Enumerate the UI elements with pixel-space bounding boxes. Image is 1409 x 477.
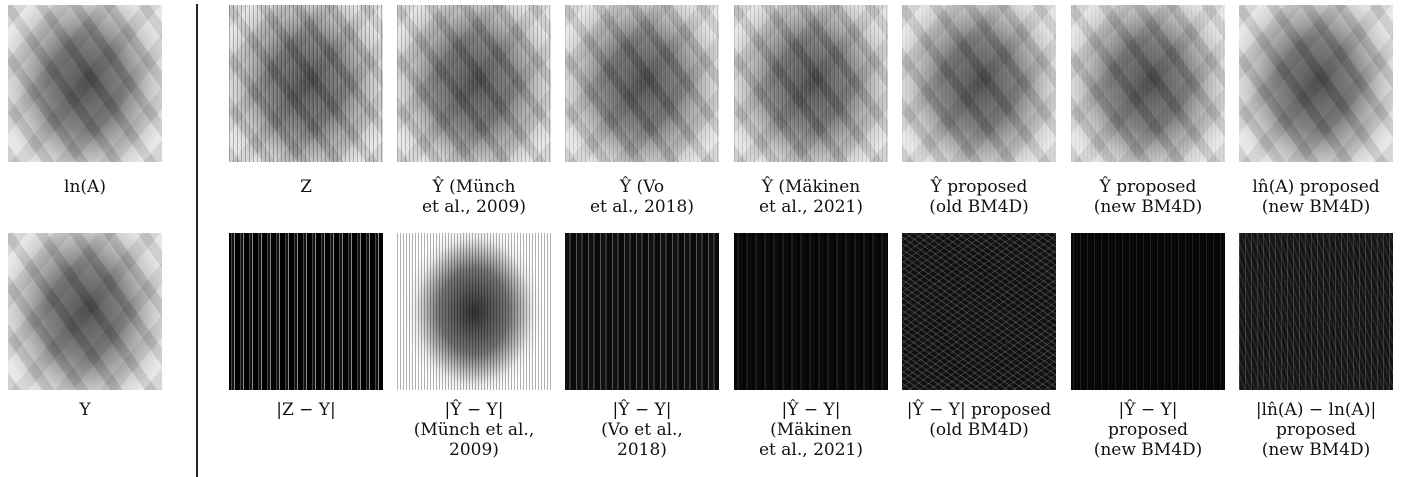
error-image bbox=[397, 233, 551, 390]
image bbox=[1071, 5, 1225, 162]
caption-line: proposed bbox=[1216, 420, 1409, 440]
image bbox=[8, 233, 162, 390]
image bbox=[1239, 5, 1393, 162]
error-image bbox=[1071, 233, 1225, 390]
caption: |ln̂(A) − ln(A)|proposed(new BM4D) bbox=[1216, 400, 1409, 460]
image bbox=[397, 5, 551, 162]
error-image bbox=[1239, 233, 1393, 390]
caption-line: (new BM4D) bbox=[1216, 440, 1409, 460]
caption-line: Y bbox=[0, 400, 185, 420]
divider bbox=[196, 4, 198, 477]
figure: ln(A)YZŶ (Münchet al., 2009)Ŷ (Voet al.,… bbox=[0, 0, 1409, 477]
error-image bbox=[902, 233, 1056, 390]
error-image bbox=[229, 233, 383, 390]
caption-line: et al., 2021) bbox=[711, 440, 911, 460]
image bbox=[8, 5, 162, 162]
image bbox=[565, 5, 719, 162]
caption-line: ln(A) bbox=[0, 177, 185, 197]
image bbox=[229, 5, 383, 162]
error-image bbox=[734, 233, 888, 390]
caption-line: (new BM4D) bbox=[1216, 197, 1409, 217]
caption: ln̂(A) proposed(new BM4D) bbox=[1216, 177, 1409, 217]
error-image bbox=[565, 233, 719, 390]
caption: ln(A) bbox=[0, 177, 185, 197]
image bbox=[734, 5, 888, 162]
caption: Y bbox=[0, 400, 185, 420]
caption-line: |ln̂(A) − ln(A)| bbox=[1216, 400, 1409, 420]
caption-line: ln̂(A) proposed bbox=[1216, 177, 1409, 197]
image bbox=[902, 5, 1056, 162]
